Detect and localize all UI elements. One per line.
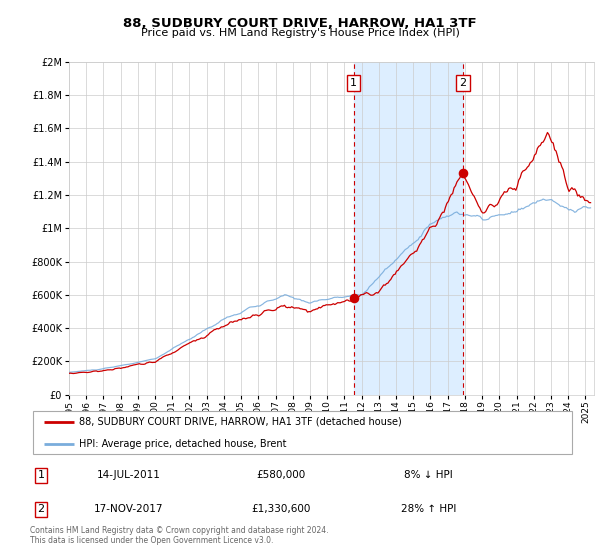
Text: Contains HM Land Registry data © Crown copyright and database right 2024.: Contains HM Land Registry data © Crown c… (30, 526, 329, 535)
Text: £1,330,600: £1,330,600 (251, 505, 311, 515)
Point (458, 169, 467, 178)
Text: 17-NOV-2017: 17-NOV-2017 (94, 505, 163, 515)
Text: £580,000: £580,000 (257, 470, 306, 480)
Point (349, 293, 359, 302)
Text: 14-JUL-2011: 14-JUL-2011 (97, 470, 160, 480)
FancyBboxPatch shape (33, 410, 572, 455)
Text: This data is licensed under the Open Government Licence v3.0.: This data is licensed under the Open Gov… (30, 536, 274, 545)
Text: 2: 2 (459, 78, 466, 88)
Text: 1: 1 (37, 470, 44, 480)
Text: 1: 1 (350, 78, 357, 88)
Bar (354, 62, 463, 395)
Text: 88, SUDBURY COURT DRIVE, HARROW, HA1 3TF: 88, SUDBURY COURT DRIVE, HARROW, HA1 3TF (123, 17, 477, 30)
Text: Price paid vs. HM Land Registry's House Price Index (HPI): Price paid vs. HM Land Registry's House … (140, 28, 460, 38)
Text: 8% ↓ HPI: 8% ↓ HPI (404, 470, 453, 480)
Text: HPI: Average price, detached house, Brent: HPI: Average price, detached house, Bren… (79, 438, 287, 449)
Text: 88, SUDBURY COURT DRIVE, HARROW, HA1 3TF (detached house): 88, SUDBURY COURT DRIVE, HARROW, HA1 3TF… (79, 417, 402, 427)
Text: 28% ↑ HPI: 28% ↑ HPI (401, 505, 456, 515)
Text: 2: 2 (37, 505, 44, 515)
